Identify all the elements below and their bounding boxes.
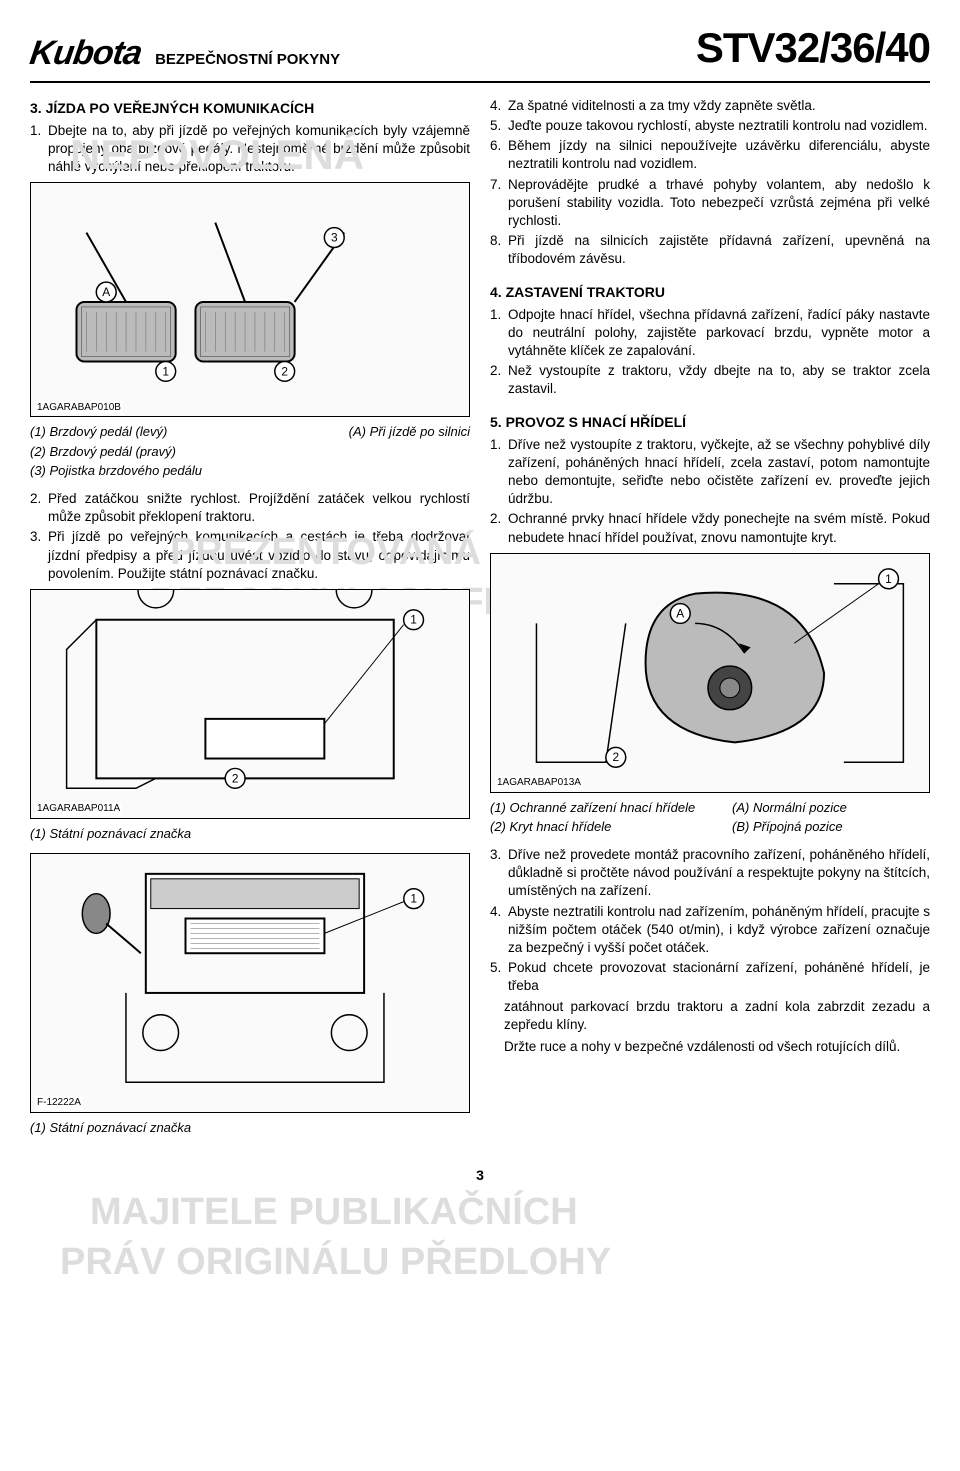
- section-5-heading: 5. PROVOZ S HNACÍ HŘÍDELÍ: [490, 413, 930, 432]
- list-item: 5. Pokud chcete provozovat stacionární z…: [490, 959, 930, 995]
- section-4-heading: 4. ZASTAVENÍ TRAKTORU: [490, 283, 930, 302]
- figure-code: 1AGARABAP010B: [35, 401, 123, 415]
- item-number: 3.: [490, 846, 508, 901]
- figure-pto-shield: 1 A 2 1AGARABAP013A: [490, 553, 930, 793]
- item-text: Neprovádějte prudké a trhavé pohyby vola…: [508, 176, 930, 231]
- figure-code: 1AGARABAP011A: [35, 802, 122, 816]
- figure-legend: (1) Ochranné zařízení hnací hřídele (A) …: [490, 799, 930, 836]
- legend-item: (1) Státní poznávací značka: [30, 825, 470, 843]
- item-text: Během jízdy na silnici nepoužívejte uzáv…: [508, 137, 930, 173]
- svg-text:2: 2: [232, 771, 239, 785]
- legend-item: (1) Státní poznávací značka: [30, 1119, 470, 1137]
- legend-item: (2) Kryt hnací hřídele: [490, 818, 732, 836]
- svg-text:1: 1: [410, 613, 417, 627]
- content-columns: NEPOVOLENÁ KOPIE PREZENTOVANÁ BEZ SOUHLA…: [30, 97, 930, 1146]
- item-number: 5.: [490, 959, 508, 995]
- item-text: Při jízdě po veřejných komunikacích a ce…: [48, 528, 470, 583]
- svg-text:1: 1: [885, 572, 892, 586]
- watermark-text: MAJITELE PUBLIKAČNÍCH: [90, 1187, 578, 1238]
- doc-title: BEZPEČNOSTNÍ POKYNY: [155, 50, 682, 76]
- svg-text:2: 2: [281, 365, 288, 379]
- list-item: 8. Při jízdě na silnicích zajistěte příd…: [490, 232, 930, 268]
- watermark-text: PRÁV ORIGINÁLU PŘEDLOHY: [60, 1237, 611, 1288]
- item-text-continuation: Držte ruce a nohy v bezpečné vzdálenosti…: [490, 1038, 930, 1056]
- item-number: 2.: [490, 510, 508, 546]
- item-text: Dříve než provedete montáž pracovního za…: [508, 846, 930, 901]
- legend-item: (1) Brzdový pedál (levý): [30, 423, 349, 441]
- item-number: 1.: [30, 122, 48, 177]
- item-text: Abyste neztratili kontrolu nad zařízením…: [508, 903, 930, 958]
- page-header: Kubota BEZPEČNOSTNÍ POKYNY STV32/36/40: [30, 20, 930, 83]
- figure-legend: (1) Brzdový pedál (levý) (A) Při jízdě p…: [30, 423, 470, 480]
- page-number: 3: [30, 1166, 930, 1185]
- figure-legend: (1) Státní poznávací značka: [30, 825, 470, 843]
- svg-text:A: A: [676, 606, 684, 620]
- list-item: 2. Než vystoupíte z traktoru, vždy dbejt…: [490, 362, 930, 398]
- list-item: 1. Dříve než vystoupíte z traktoru, vyčk…: [490, 436, 930, 509]
- item-number: 7.: [490, 176, 508, 231]
- legend-item: (A) Normální pozice: [732, 799, 847, 817]
- list-item: 1. Dbejte na to, aby při jízdě po veřejn…: [30, 122, 470, 177]
- list-item: 2. Ochranné prvky hnací hřídele vždy pon…: [490, 510, 930, 546]
- item-number: 3.: [30, 528, 48, 583]
- list-item: 6. Během jízdy na silnici nepoužívejte u…: [490, 137, 930, 173]
- list-item: 5. Jeďte pouze takovou rychlostí, abyste…: [490, 117, 930, 135]
- legend-item: (3) Pojistka brzdového pedálu: [30, 462, 470, 480]
- legend-item: (2) Brzdový pedál (pravý): [30, 443, 470, 461]
- list-item: 4. Za špatné viditelnosti a za tmy vždy …: [490, 97, 930, 115]
- model-number: STV32/36/40: [696, 20, 930, 77]
- kubota-logo: Kubota: [27, 31, 145, 77]
- svg-text:3: 3: [331, 231, 338, 245]
- list-item: 3. Dříve než provedete montáž pracovního…: [490, 846, 930, 901]
- legend-item: (B) Přípojná pozice: [732, 818, 843, 836]
- list-item: 1. Odpojte hnací hřídel, všechna přídavn…: [490, 306, 930, 361]
- figure-brake-pedals: A 1 2 3 1AGARABAP010B: [30, 182, 470, 417]
- item-number: 1.: [490, 436, 508, 509]
- item-number: 5.: [490, 117, 508, 135]
- item-number: 4.: [490, 903, 508, 958]
- item-number: 2.: [30, 490, 48, 526]
- item-text: Při jízdě na silnicích zajistěte přídavn…: [508, 232, 930, 268]
- svg-text:2: 2: [612, 750, 619, 764]
- list-item: 7. Neprovádějte prudké a trhavé pohyby v…: [490, 176, 930, 231]
- figure-code: F-12222A: [35, 1096, 83, 1110]
- item-number: 2.: [490, 362, 508, 398]
- legend-item: (1) Ochranné zařízení hnací hřídele: [490, 799, 732, 817]
- section-3-heading: 3. JÍZDA PO VEŘEJNÝCH KOMUNIKACÍCH: [30, 99, 470, 118]
- item-number: 8.: [490, 232, 508, 268]
- item-text: Dbejte na to, aby při jízdě po veřejných…: [48, 122, 470, 177]
- item-number: 4.: [490, 97, 508, 115]
- item-number: 1.: [490, 306, 508, 361]
- left-column: 3. JÍZDA PO VEŘEJNÝCH KOMUNIKACÍCH 1. Db…: [30, 97, 470, 1146]
- item-text: Jeďte pouze takovou rychlostí, abyste ne…: [508, 117, 930, 135]
- svg-text:1: 1: [410, 891, 417, 905]
- svg-text:A: A: [102, 285, 110, 299]
- item-text: Dříve než vystoupíte z traktoru, vyčkejt…: [508, 436, 930, 509]
- list-item: 4. Abyste neztratili kontrolu nad zaříze…: [490, 903, 930, 958]
- figure-license-plate-1: 1 2 1AGARABAP011A: [30, 589, 470, 819]
- item-text: Před zatáčkou snižte rychlost. Projížděn…: [48, 490, 470, 526]
- figure-legend: (1) Státní poznávací značka: [30, 1119, 470, 1137]
- legend-item: (A) Při jízdě po silnici: [349, 423, 470, 441]
- item-text: Než vystoupíte z traktoru, vždy dbejte n…: [508, 362, 930, 398]
- svg-text:1: 1: [162, 365, 169, 379]
- figure-code: 1AGARABAP013A: [495, 776, 583, 790]
- item-number: 6.: [490, 137, 508, 173]
- item-text-continuation: zatáhnout parkovací brzdu traktoru a zad…: [490, 998, 930, 1034]
- figure-license-plate-2: 1 F-12222A: [30, 853, 470, 1113]
- list-item: 2. Před zatáčkou snižte rychlost. Projíž…: [30, 490, 470, 526]
- item-text: Odpojte hnací hřídel, všechna přídavná z…: [508, 306, 930, 361]
- item-text: Ochranné prvky hnací hřídele vždy ponech…: [508, 510, 930, 546]
- right-column: 4. Za špatné viditelnosti a za tmy vždy …: [490, 97, 930, 1146]
- item-text: Pokud chcete provozovat stacionární zaří…: [508, 959, 930, 995]
- item-text: Za špatné viditelnosti a za tmy vždy zap…: [508, 97, 930, 115]
- list-item: 3. Při jízdě po veřejných komunikacích a…: [30, 528, 470, 583]
